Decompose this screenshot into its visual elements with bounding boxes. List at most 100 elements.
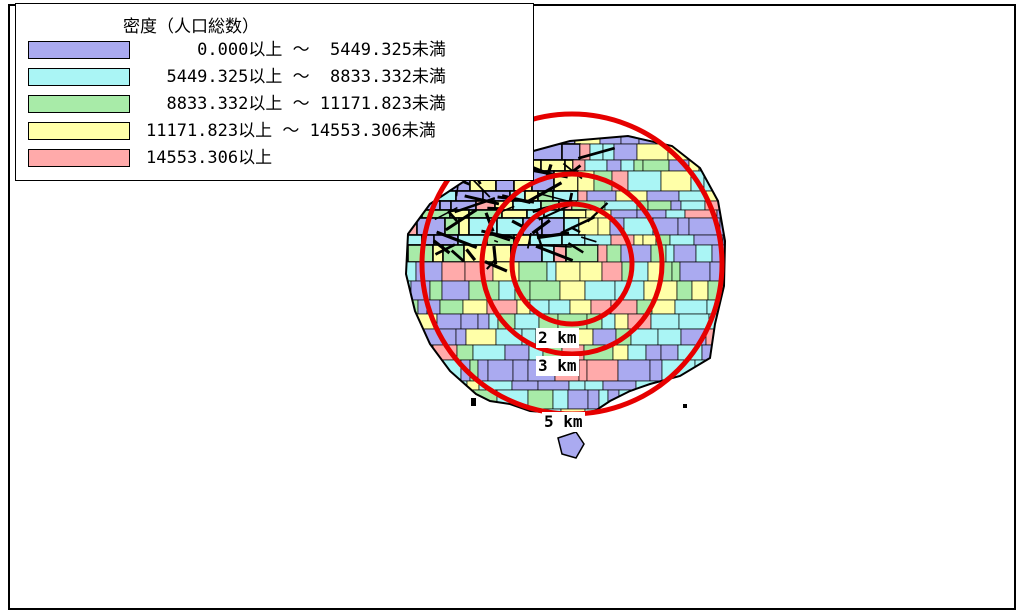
- district-cell: [738, 381, 746, 390]
- district-cell: [734, 201, 750, 210]
- district-cell: [568, 380, 586, 391]
- legend-item: 8833.332以上 ～ 11171.823未満: [16, 93, 535, 115]
- district-cell: [406, 328, 424, 346]
- district-cell: [455, 328, 467, 346]
- legend-swatch: [28, 122, 130, 140]
- district-cell: [723, 344, 725, 361]
- district-cell: [578, 359, 588, 382]
- district-cell: [604, 200, 638, 211]
- district-cell: [569, 299, 592, 315]
- district-cell: [723, 424, 741, 444]
- district-cell: [390, 314, 402, 329]
- district-cell: [650, 313, 680, 330]
- ring-label-3km: 3 km: [536, 356, 579, 376]
- district-cell: [731, 218, 739, 235]
- district-cell: [584, 159, 608, 172]
- district-cell: [665, 408, 682, 414]
- district-cell: [675, 389, 702, 410]
- district-cell: [612, 344, 629, 361]
- district-cell: [709, 159, 725, 172]
- district-cell: [597, 244, 608, 263]
- legend-label: 14553.306以上: [146, 148, 273, 168]
- district-cell: [408, 190, 435, 202]
- legend-label: 0.000以上 ～ 5449.325未満: [146, 40, 446, 60]
- district-cell: [484, 424, 502, 444]
- district-cell: [701, 344, 725, 361]
- district-cell: [390, 345, 403, 360]
- district-cell: [627, 170, 662, 192]
- district-cell: [704, 424, 723, 444]
- district-cell: [739, 218, 770, 235]
- district-cell: [406, 380, 415, 391]
- district-cell: [714, 170, 725, 192]
- road-line: [536, 231, 570, 240]
- road-line: [526, 232, 532, 249]
- district-cell: [419, 408, 439, 414]
- map-legend: 密度（人口総数） 0.000以上 ～ 5449.325未満 5449.325以上…: [15, 3, 534, 181]
- district-cell: [501, 209, 528, 219]
- road-line: [537, 192, 574, 204]
- district-cell: [725, 124, 741, 132]
- district-cell: [439, 200, 452, 211]
- district-cell: [610, 209, 638, 219]
- district-cell: [441, 261, 466, 282]
- district-cell: [417, 389, 438, 410]
- district-cell: [695, 244, 713, 263]
- district-cell: [577, 124, 597, 132]
- district-cell: [465, 328, 497, 346]
- road-line: [577, 146, 616, 160]
- district-cell: [429, 280, 443, 301]
- legend-label: 8833.332以上 ～ 11171.823未満: [146, 94, 446, 114]
- district-cell: [705, 328, 725, 346]
- district-cell: [617, 359, 651, 382]
- district-cell: [726, 132, 756, 144]
- road-line: [473, 179, 491, 198]
- district-cell: [563, 209, 587, 219]
- legend-item: 14553.306以上: [16, 147, 535, 169]
- district-cell: [620, 244, 652, 263]
- district-cell: [679, 380, 697, 391]
- district-cell: [472, 344, 506, 361]
- district-cell: [691, 280, 709, 301]
- road-line: [493, 239, 499, 243]
- district-cell: [430, 424, 447, 444]
- choropleth-map[interactable]: [10, 6, 1014, 608]
- district-cell: [724, 408, 725, 414]
- district-cell: [540, 159, 566, 172]
- district-cell: [676, 280, 693, 301]
- district-cell: [647, 200, 672, 211]
- district-cell: [568, 124, 577, 132]
- district-cell: [737, 171, 769, 191]
- road-line: [538, 244, 572, 248]
- district-cell: [577, 190, 588, 202]
- road-line: [560, 215, 596, 235]
- district-cell: [548, 299, 571, 315]
- district-cell: [737, 262, 755, 281]
- road-line: [432, 239, 451, 255]
- district-cell: [680, 200, 706, 211]
- district-cell: [584, 280, 616, 301]
- district-cell: [677, 217, 690, 236]
- district-cell: [423, 380, 443, 391]
- district-cell: [584, 380, 604, 391]
- district-cell: [671, 136, 696, 145]
- district-cell: [390, 201, 400, 210]
- district-cell: [614, 313, 629, 330]
- district-cell: [649, 389, 677, 410]
- district-cell: [477, 359, 489, 382]
- district-cell: [671, 124, 694, 132]
- district-cell: [735, 390, 758, 409]
- legend-label: 11171.823以上 ～ 14553.306未満: [146, 121, 436, 141]
- legend-item: 11171.823以上 ～ 14553.306未満: [16, 120, 535, 142]
- district-cell: [660, 344, 679, 361]
- district-cell: [406, 234, 423, 246]
- district-cell: [555, 261, 581, 282]
- district-cell: [567, 389, 589, 410]
- district-cell: [694, 136, 725, 145]
- district-cell: [694, 124, 725, 132]
- district-cell: [671, 261, 681, 282]
- district-cell: [441, 280, 470, 301]
- legend-swatch: [28, 68, 130, 86]
- district-cell: [646, 124, 671, 132]
- district-cell: [733, 409, 758, 424]
